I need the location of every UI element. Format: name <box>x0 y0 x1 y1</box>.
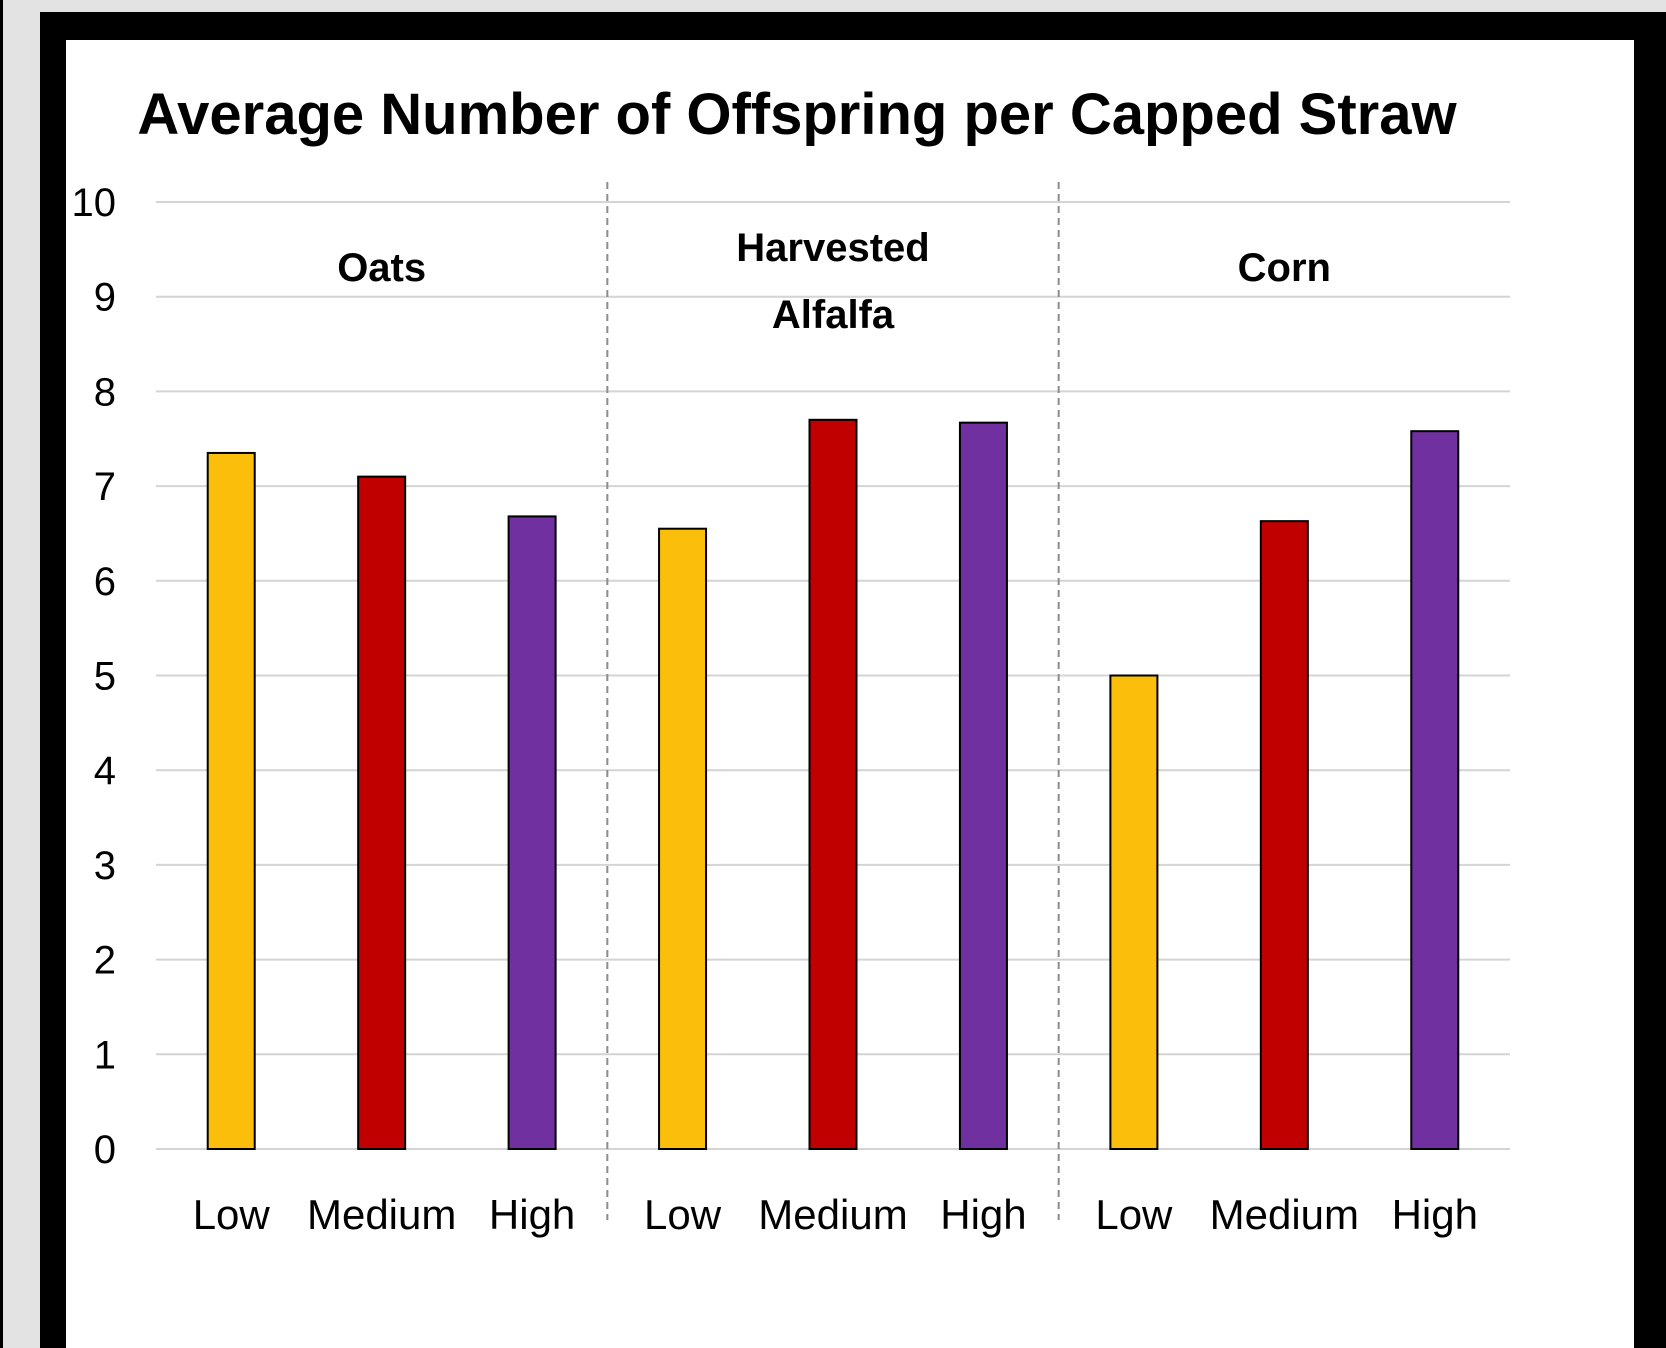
y-tick-label: 8 <box>94 370 116 414</box>
bar-oats-high <box>507 515 557 1150</box>
y-axis-ticks: 0 1 2 3 4 5 6 7 8 9 10 <box>72 181 117 1172</box>
chart: Average Number of Offspring per Capped S… <box>72 82 1510 1238</box>
bar-oats-low <box>206 451 256 1150</box>
y-tick-label: 6 <box>94 560 116 604</box>
category-label: Medium <box>758 1191 907 1238</box>
group-label: Corn <box>1238 246 1331 290</box>
y-tick-label: 10 <box>72 181 117 225</box>
chart-panel: Average Number of Offspring per Capped S… <box>66 40 1634 1348</box>
category-label: Low <box>1095 1191 1173 1238</box>
left-border <box>0 0 3 1348</box>
bar-harvested-alfalfa-high <box>958 421 1008 1150</box>
category-label: Low <box>644 1191 722 1238</box>
y-tick-label: 3 <box>94 844 116 888</box>
bar-corn-medium <box>1259 520 1309 1151</box>
y-tick-label: 4 <box>94 749 116 793</box>
y-tick-label: 1 <box>94 1033 116 1077</box>
bars <box>206 418 1460 1151</box>
y-tick-label: 7 <box>94 465 116 509</box>
y-tick-label: 0 <box>94 1128 116 1172</box>
bar-oats-medium <box>357 475 407 1150</box>
bar-corn-high <box>1410 430 1460 1150</box>
category-label: Low <box>193 1191 271 1238</box>
chart-title: Average Number of Offspring per Capped S… <box>137 82 1457 147</box>
bar-corn-low <box>1109 674 1159 1150</box>
group-separators <box>606 182 1060 1220</box>
bar-harvested-alfalfa-low <box>658 527 708 1150</box>
category-label: High <box>940 1191 1026 1238</box>
bar-harvested-alfalfa-medium <box>808 418 858 1150</box>
group-label: Alfalfa <box>772 293 895 337</box>
group-label: Harvested <box>736 226 929 270</box>
group-labels: Oats Harvested Alfalfa Corn <box>337 226 1331 337</box>
category-label: High <box>489 1191 575 1238</box>
group-label: Oats <box>337 246 426 290</box>
y-tick-label: 2 <box>94 939 116 983</box>
category-label: Medium <box>307 1191 456 1238</box>
y-tick-label: 9 <box>94 276 116 320</box>
category-label: Medium <box>1210 1191 1359 1238</box>
y-tick-label: 5 <box>94 655 116 699</box>
category-label: High <box>1392 1191 1478 1238</box>
category-labels: Low Medium High Low Medium High Low Medium High <box>193 1191 1478 1238</box>
